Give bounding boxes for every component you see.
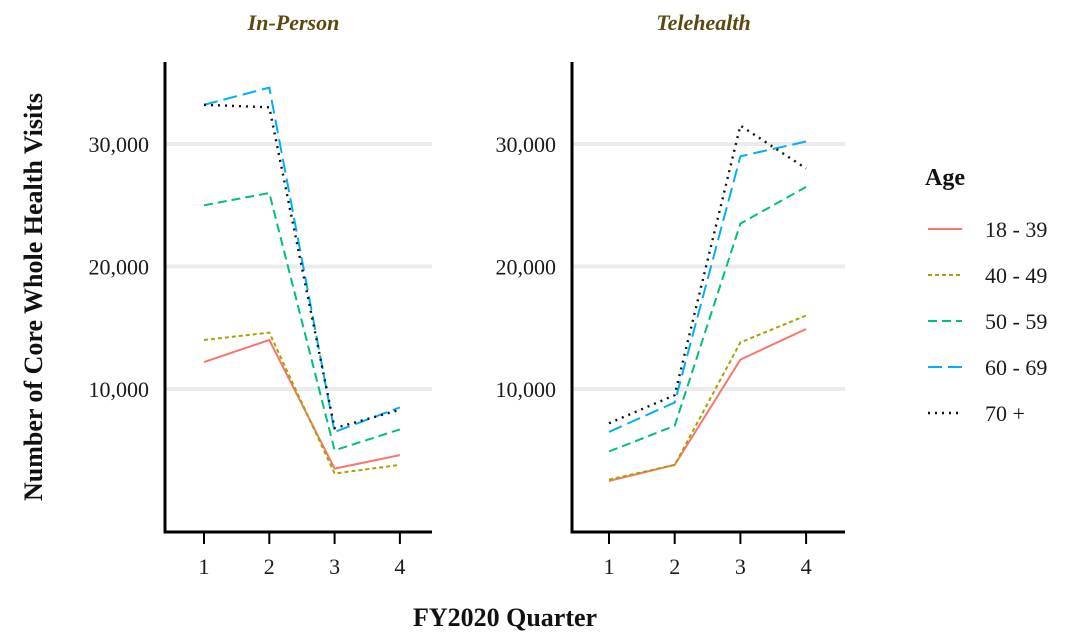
x-tick-label-in-person-1: 2 bbox=[264, 554, 275, 579]
series-line-telehealth-70 bbox=[608, 123, 807, 425]
legend-label-50-59: 50 - 59 bbox=[985, 309, 1047, 334]
series-line-telehealth-18-39 bbox=[608, 328, 807, 482]
legend-label-40-49: 40 - 49 bbox=[985, 263, 1047, 288]
x-tick-label-telehealth-3: 4 bbox=[801, 554, 812, 579]
y-tick-label-telehealth-1: 20,000 bbox=[496, 255, 557, 280]
series-line-telehealth-40-49 bbox=[608, 314, 807, 481]
legend-label-60-69: 60 - 69 bbox=[985, 355, 1047, 380]
series-line-in-person-60-69 bbox=[203, 86, 401, 434]
x-axis-title: FY2020 Quarter bbox=[413, 603, 597, 632]
x-tick-label-telehealth-1: 2 bbox=[669, 554, 680, 579]
panel-title-telehealth: Telehealth bbox=[656, 10, 751, 35]
series-line-in-person-50-59 bbox=[203, 191, 401, 452]
series-line-in-person-40-49 bbox=[203, 331, 401, 475]
panel-telehealth: Telehealth 10,000 20,000 30,000 1 2 3 4 bbox=[496, 10, 845, 579]
y-axis-title: Number of Core Whole Health Visits bbox=[19, 93, 48, 501]
legend-label-70: 70 + bbox=[985, 401, 1025, 426]
y-tick-label-in-person-0: 10,000 bbox=[89, 377, 150, 402]
series-line-telehealth-50-59 bbox=[608, 186, 807, 453]
y-tick-label-telehealth-2: 30,000 bbox=[496, 132, 557, 157]
x-tick-label-telehealth-0: 1 bbox=[604, 554, 615, 579]
y-tick-label-in-person-1: 20,000 bbox=[89, 255, 150, 280]
x-tick-label-in-person-3: 4 bbox=[394, 554, 405, 579]
legend-label-18-39: 18 - 39 bbox=[985, 217, 1047, 242]
y-tick-label-in-person-2: 30,000 bbox=[89, 132, 150, 157]
x-tick-label-in-person-0: 1 bbox=[199, 554, 210, 579]
x-tick-label-in-person-2: 3 bbox=[329, 554, 340, 579]
series-line-telehealth-60-69 bbox=[608, 140, 807, 433]
series-line-in-person-18-39 bbox=[203, 338, 401, 470]
legend-title: Age bbox=[925, 165, 965, 191]
legend: Age 18 - 39 40 - 49 50 - 59 60 - 69 70 + bbox=[925, 165, 1047, 426]
y-tick-label-telehealth-0: 10,000 bbox=[496, 377, 557, 402]
panel-in-person: In-Person 10,000 20,000 30,000 1 2 3 4 bbox=[89, 10, 432, 579]
panel-title-in-person: In-Person bbox=[247, 10, 340, 35]
x-tick-label-telehealth-2: 3 bbox=[735, 554, 746, 579]
